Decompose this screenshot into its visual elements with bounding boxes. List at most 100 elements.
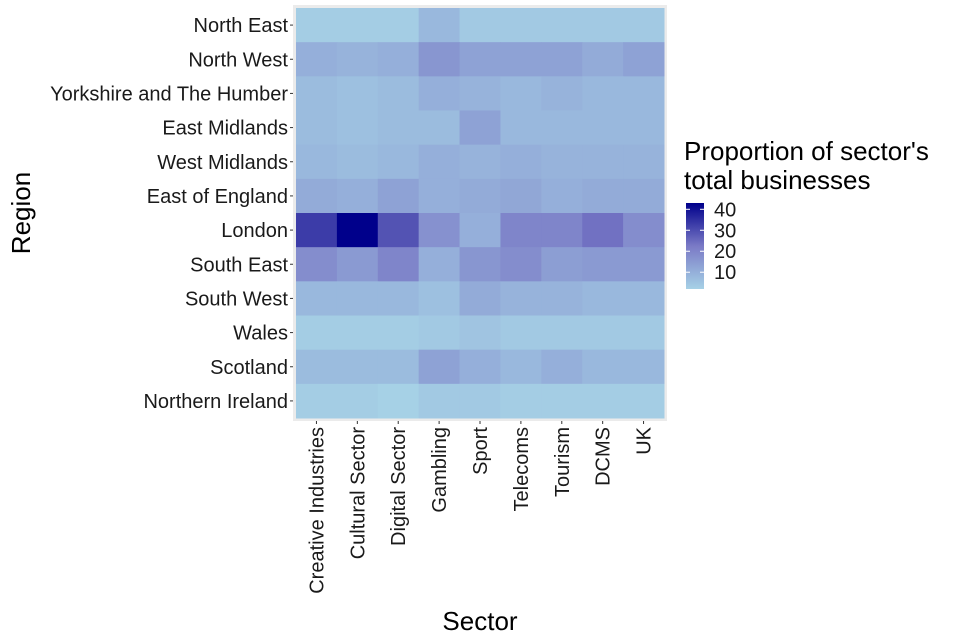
heatmap-cell [336, 213, 379, 248]
heatmap-cell [541, 144, 583, 180]
y-tick-label: North West [188, 49, 288, 71]
heatmap-cell [296, 349, 338, 385]
heatmap-cell [582, 315, 624, 351]
legend-title-line-2: total businesses [684, 165, 870, 195]
y-tick-label: Yorkshire and The Humber [50, 83, 288, 105]
heatmap-cell [336, 349, 379, 385]
heatmap-cell [500, 349, 542, 385]
y-tick-label: Wales [233, 323, 288, 345]
heatmap-cell [582, 76, 624, 111]
heatmap-cell [336, 76, 379, 111]
heatmap-cell [418, 144, 461, 180]
x-tick-label: Sport [470, 427, 492, 475]
heatmap-cell [500, 76, 542, 111]
y-tick-label: Northern Ireland [143, 391, 288, 413]
heatmap-cell [459, 178, 501, 214]
heatmap-cell [336, 281, 379, 316]
heatmap-cell [418, 383, 461, 419]
heatmap-cell [582, 383, 624, 419]
y-tick-label: East of England [147, 186, 288, 208]
heatmap-cell [541, 110, 583, 146]
heatmap-cell [623, 383, 665, 419]
x-axis-title: Sector [442, 606, 517, 636]
heatmap-cell [459, 42, 501, 77]
x-tick-label: Cultural Sector [347, 427, 369, 560]
heatmap-cell [377, 281, 420, 316]
heatmap-cell [500, 247, 542, 282]
heatmap-cell [377, 8, 420, 43]
x-tick-label: Digital Sector [388, 427, 410, 546]
heatmap-cell [623, 76, 665, 111]
heatmap-cell [500, 144, 542, 180]
heatmap-cell [296, 383, 338, 419]
heatmap-cell [459, 8, 501, 43]
x-tick-label: Gambling [429, 427, 451, 513]
heatmap-cell [336, 383, 379, 419]
heatmap-cell [418, 110, 461, 146]
legend-tick-label: 30 [714, 220, 736, 242]
heatmap-cell [582, 8, 624, 43]
heatmap-cell [541, 247, 583, 282]
heatmap-cell [623, 42, 665, 77]
heatmap-cell [336, 178, 379, 214]
heatmap-cell [377, 247, 420, 282]
heatmap-cell [459, 315, 501, 351]
x-tick-label: DCMS [593, 427, 615, 486]
heatmap-cell [296, 76, 338, 111]
y-tick-label: South East [190, 254, 288, 276]
heatmap-cell [459, 110, 501, 146]
y-tick-label: London [221, 220, 288, 242]
heatmap-cell [582, 247, 624, 282]
heatmap-cell [623, 144, 665, 180]
heatmap-cell [336, 315, 379, 351]
heatmap-cell [500, 213, 542, 248]
heatmap-cell [541, 383, 583, 419]
heatmap-cell [377, 383, 420, 419]
heatmap-cell [377, 349, 420, 385]
heatmap-cell [296, 178, 338, 214]
heatmap-cell [500, 110, 542, 146]
heatmap-cell [418, 349, 461, 385]
heatmap-cell [377, 315, 420, 351]
heatmap-cell [377, 213, 420, 248]
heatmap-cell [459, 213, 501, 248]
y-axis-title: Region [6, 172, 36, 254]
y-tick-label: West Midlands [157, 152, 288, 174]
heatmap-cell [541, 349, 583, 385]
heatmap-cell [623, 213, 665, 248]
heatmap-cell [418, 281, 461, 316]
heatmap-cell [541, 315, 583, 351]
heatmap-cell [500, 8, 542, 43]
x-axis-ticks: Creative Industries Cultural Sector Digita… [306, 421, 656, 594]
heatmap-cell [582, 178, 624, 214]
heatmap-cell [500, 315, 542, 351]
heatmap-cell [500, 383, 542, 419]
heatmap-cell [541, 42, 583, 77]
heatmap-cell [377, 76, 420, 111]
heatmap-cell [418, 42, 461, 77]
heatmap-cell [541, 281, 583, 316]
heatmap-cell [418, 8, 461, 43]
heatmap-cell [623, 110, 665, 146]
heatmap-tiles [296, 8, 665, 419]
x-tick-label: Telecoms [511, 427, 533, 511]
heatmap-cell [459, 281, 501, 316]
legend-tick-label: 40 [714, 199, 736, 221]
y-axis-ticks: North East North West Yorkshire and The Hu… [50, 15, 293, 413]
heatmap-cell [377, 42, 420, 77]
legend-color-bar [686, 203, 704, 289]
heatmap-cell [418, 178, 461, 214]
heatmap-cell [377, 178, 420, 214]
heatmap-cell [418, 213, 461, 248]
heatmap-cell [296, 281, 338, 316]
heatmap-cell [500, 42, 542, 77]
heatmap-cell [582, 110, 624, 146]
heatmap-cell [623, 315, 665, 351]
heatmap-cell [582, 281, 624, 316]
heatmap-cell [582, 42, 624, 77]
heatmap-cell [623, 8, 665, 43]
heatmap-cell [541, 178, 583, 214]
heatmap-cell [623, 349, 665, 385]
